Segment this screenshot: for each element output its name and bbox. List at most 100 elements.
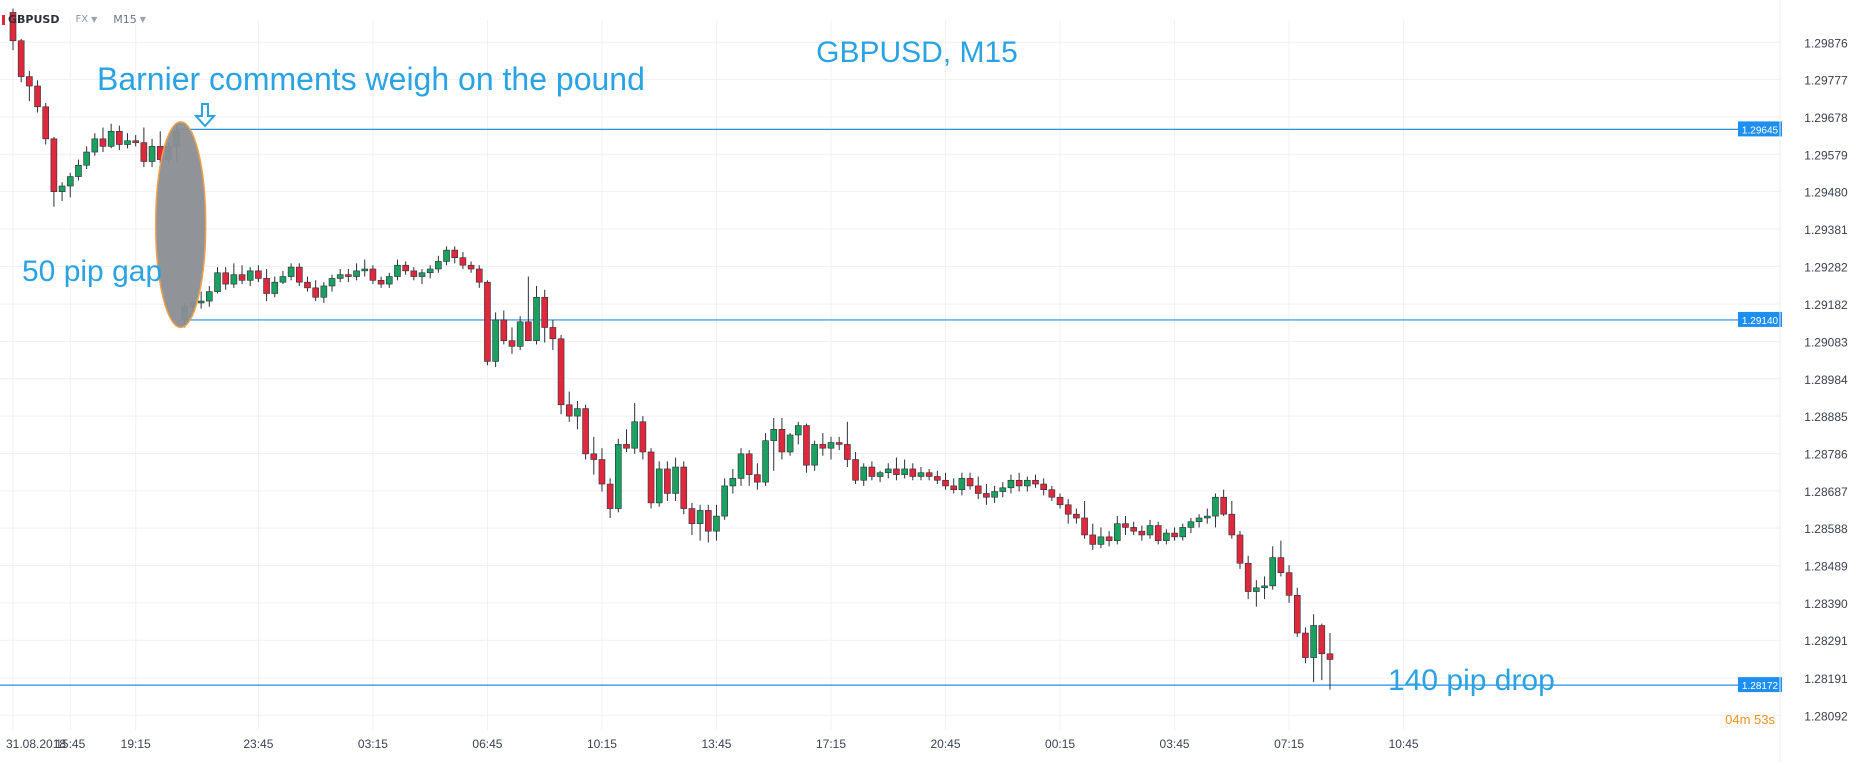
price-level-label: 1.28172 <box>1742 681 1779 692</box>
y-tick-label: 1.29678 <box>1804 111 1848 125</box>
x-tick-label: 23:45 <box>243 737 273 751</box>
candle-body <box>369 268 377 281</box>
x-tick-label: 20:45 <box>931 737 961 751</box>
candle-body <box>664 468 671 494</box>
candle-body <box>17 40 25 77</box>
y-tick-label: 1.28588 <box>1804 522 1848 536</box>
candle-body <box>279 276 287 283</box>
candle-body <box>721 485 728 517</box>
candle-body <box>484 281 491 362</box>
candle-body <box>606 483 614 509</box>
candle-body <box>238 274 246 281</box>
candle-body <box>893 468 900 475</box>
candle-body <box>827 442 835 449</box>
chart-title: GBPUSD, M15 <box>816 36 1018 69</box>
candle-body <box>852 459 859 481</box>
arrow-down-icon <box>193 103 217 128</box>
candle-body <box>271 281 279 294</box>
candle-body <box>574 408 581 417</box>
candle-body <box>475 268 483 283</box>
candle-body <box>942 479 949 487</box>
candle-body <box>655 468 663 504</box>
candle-body <box>974 485 982 494</box>
y-tick-label: 1.29182 <box>1804 298 1848 312</box>
y-tick-label: 1.29876 <box>1804 36 1848 50</box>
x-tick-label: 17:15 <box>816 737 846 751</box>
candle-body <box>1236 534 1244 564</box>
symbol-selector[interactable]: GBPUSD <box>2 13 59 26</box>
candle-body <box>688 508 696 524</box>
candle-body <box>1024 479 1031 487</box>
candle-body <box>909 468 917 477</box>
candle-body <box>1195 517 1203 523</box>
candle-body <box>966 478 974 487</box>
candle-body <box>1089 534 1097 545</box>
candle-body <box>197 300 205 304</box>
candle-body <box>876 472 884 477</box>
y-tick-label: 1.28489 <box>1804 560 1848 574</box>
candle-body <box>950 485 958 490</box>
candle-body <box>1277 557 1285 573</box>
candle-body <box>615 444 622 509</box>
x-tick-label: 03:45 <box>1160 737 1190 751</box>
candle-body <box>320 285 328 298</box>
y-tick-label: 1.29381 <box>1804 223 1848 237</box>
candle-body <box>132 140 139 143</box>
y-tick-label: 1.29083 <box>1804 335 1848 349</box>
candle-body <box>1212 496 1219 517</box>
timeframe-dropdown[interactable]: M15 ▼ <box>113 13 146 26</box>
candle-body <box>991 491 998 498</box>
timeframe-label: M15 <box>113 12 137 26</box>
candle-body <box>75 164 82 177</box>
candle-body <box>230 274 238 285</box>
candle-body <box>99 138 107 147</box>
y-tick-label: 1.28092 <box>1804 709 1848 723</box>
candle-body <box>500 319 508 341</box>
y-tick-label: 1.29480 <box>1804 186 1848 200</box>
candle-body <box>91 138 99 153</box>
candle-body <box>901 468 908 475</box>
candle-body <box>999 487 1007 492</box>
candle-body <box>1073 513 1080 519</box>
candle-body <box>508 340 516 347</box>
candle-body <box>925 472 933 477</box>
annotation-drop: 140 pip drop <box>1388 664 1555 697</box>
candle-body <box>631 421 638 449</box>
candle-body <box>312 287 319 298</box>
market-dropdown[interactable]: FX ▼ <box>75 14 97 25</box>
candle-body <box>1261 585 1268 589</box>
candle-body <box>435 261 442 270</box>
candle-body <box>42 106 50 140</box>
candle-body <box>549 327 557 340</box>
candle-body <box>361 268 369 272</box>
candle-body <box>287 266 295 277</box>
symbol-label: GBPUSD <box>8 12 60 26</box>
x-tick-label: 13:45 <box>701 737 731 751</box>
candle-body <box>1081 517 1088 536</box>
candle-body <box>140 142 148 162</box>
candle-body <box>598 459 606 485</box>
candle-body <box>1163 532 1170 541</box>
chevron-down-icon: ▼ <box>91 14 98 24</box>
candle-body <box>525 321 532 341</box>
candle-body <box>328 278 336 287</box>
candle-body <box>124 140 131 145</box>
y-tick-label: 1.29777 <box>1804 74 1848 88</box>
y-tick-label: 1.28291 <box>1804 634 1848 648</box>
candle-body <box>148 146 156 162</box>
candle-body <box>58 185 66 192</box>
x-tick-label: 07:15 <box>1274 737 1304 751</box>
candle-body <box>1064 504 1072 515</box>
candle-body <box>647 451 655 504</box>
candle-body <box>1032 479 1039 485</box>
candle-body <box>639 421 647 453</box>
x-tick-label: 00:15 <box>1045 737 1075 751</box>
candle-body <box>1130 527 1137 532</box>
candle-body <box>565 404 573 417</box>
candle-body <box>1269 557 1277 587</box>
candle-body <box>934 476 941 481</box>
annotation-gap: 50 pip gap <box>22 255 162 288</box>
candle-body <box>590 453 598 460</box>
candle-body <box>1318 625 1326 655</box>
